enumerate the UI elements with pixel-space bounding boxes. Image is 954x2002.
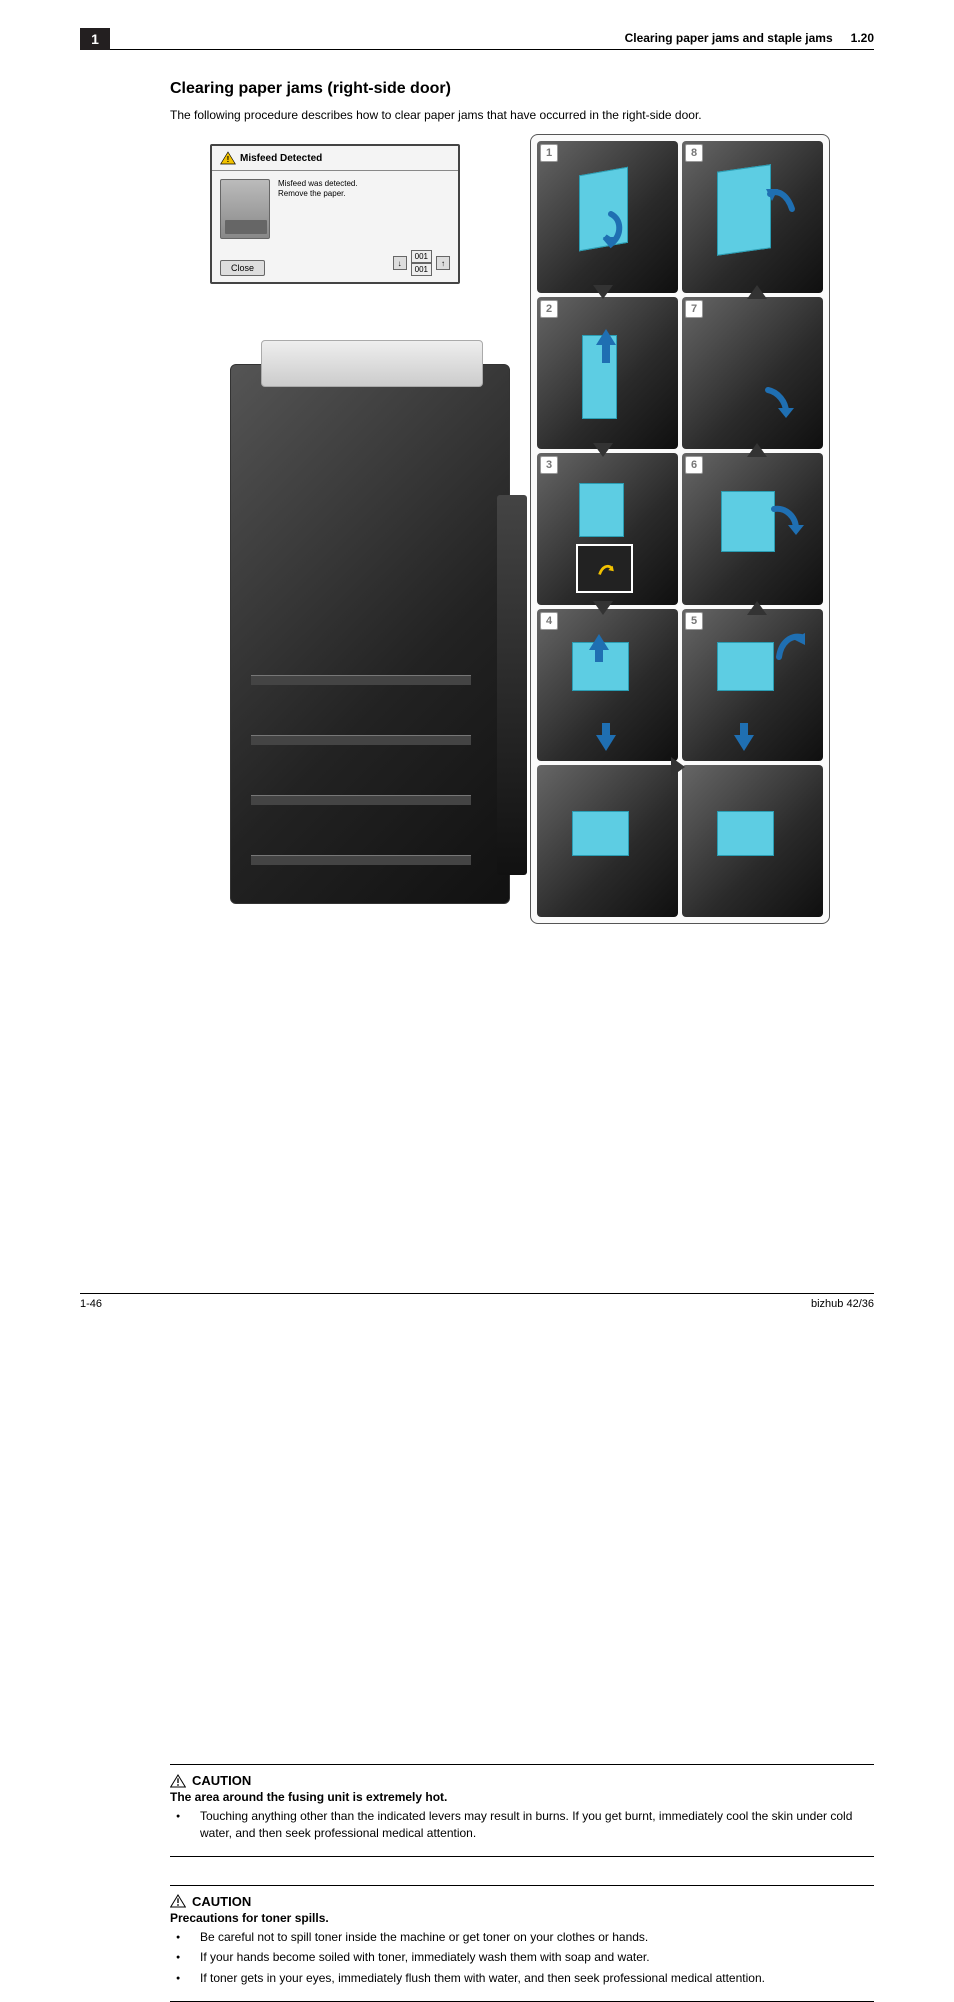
caution-label: CAUTION <box>192 1773 251 1788</box>
page-content: Clearing paper jams (right-side door) Th… <box>170 80 874 2002</box>
step-1: 1 <box>537 141 678 293</box>
step-4: 4 <box>537 609 678 761</box>
step-5: 5 <box>682 609 823 761</box>
footer-page-number: 1-46 <box>80 1298 102 1310</box>
caution-heading: CAUTION <box>170 1773 874 1788</box>
highlight-panel <box>717 642 773 691</box>
step-3: 3 <box>537 453 678 605</box>
direction-arrow-icon <box>579 632 619 672</box>
direction-arrow-icon <box>586 713 626 753</box>
misfeed-screen: ! Misfeed Detected Misfeed was detected.… <box>210 144 460 284</box>
steps-panel: 1 8 2 7 <box>530 134 830 924</box>
printer-illustration <box>230 364 510 904</box>
flow-arrow-icon <box>671 757 685 777</box>
direction-arrow-icon <box>586 327 626 367</box>
chapter-tab: 1 <box>80 28 110 50</box>
lever-arrow-icon <box>594 558 616 580</box>
direction-arrow-icon <box>766 499 806 539</box>
close-button[interactable]: Close <box>220 260 265 276</box>
caution-subhead: The area around the fusing unit is extre… <box>170 1790 874 1804</box>
caution-list: Be careful not to spill toner inside the… <box>170 1929 874 1987</box>
svg-text:!: ! <box>227 155 230 164</box>
step-number: 7 <box>685 300 703 318</box>
footer-product-name: bizhub 42/36 <box>811 1298 874 1310</box>
warning-icon: ! <box>220 151 236 165</box>
step-7: 7 <box>682 297 823 449</box>
caution-item: If toner gets in your eyes, immediately … <box>170 1970 874 1987</box>
direction-arrow-icon <box>769 627 809 667</box>
misfeed-screen-title-text: Misfeed Detected <box>240 153 322 164</box>
section-intro: The following procedure describes how to… <box>170 108 874 122</box>
direction-arrow-icon <box>758 382 798 422</box>
step-number: 4 <box>540 612 558 630</box>
section-heading: Clearing paper jams (right-side door) <box>170 80 874 98</box>
highlight-panel <box>572 811 628 857</box>
step-number: 5 <box>685 612 703 630</box>
paper-tray <box>251 675 471 685</box>
caution-block: CAUTION Precautions for toner spills. Be… <box>170 1885 874 2002</box>
misfeed-message: Misfeed was detected. Remove the paper. <box>278 179 358 239</box>
caution-list: Touching anything other than the indicat… <box>170 1808 874 1842</box>
step-number: 6 <box>685 456 703 474</box>
highlight-panel <box>717 811 773 857</box>
page-footer: 1-46 bizhub 42/36 <box>80 1293 874 1310</box>
flow-arrow-icon <box>747 601 767 615</box>
page-indicator-top: 001 <box>411 250 432 263</box>
direction-arrow-icon <box>762 179 802 219</box>
step-number: 1 <box>540 144 558 162</box>
paper-tray <box>251 855 471 865</box>
step-number: 8 <box>685 144 703 162</box>
direction-arrow-icon <box>724 713 764 753</box>
caution-item: Be careful not to spill toner inside the… <box>170 1929 874 1946</box>
step-number: 3 <box>540 456 558 474</box>
paper-tray <box>251 735 471 745</box>
flow-arrow-icon <box>593 285 613 299</box>
direction-arrow-icon <box>591 209 631 249</box>
misfeed-screen-title: ! Misfeed Detected <box>212 146 458 171</box>
caution-subhead: Precautions for toner spills. <box>170 1911 874 1925</box>
page-down-button[interactable]: ↓ <box>393 256 407 270</box>
caution-block: CAUTION The area around the fusing unit … <box>170 1764 874 1857</box>
page-header: Clearing paper jams and staple jams 1.20 <box>110 28 874 50</box>
caution-item: Touching anything other than the indicat… <box>170 1808 874 1842</box>
flow-arrow-icon <box>593 601 613 615</box>
caution-label: CAUTION <box>192 1894 251 1909</box>
step-number: 2 <box>540 300 558 318</box>
printer-thumbnail-icon <box>220 179 270 239</box>
warning-icon <box>170 1774 186 1788</box>
flow-arrow-icon <box>747 285 767 299</box>
misfeed-message-line2: Remove the paper. <box>278 189 358 199</box>
page-up-button[interactable]: ↑ <box>436 256 450 270</box>
caution-heading: CAUTION <box>170 1894 874 1909</box>
step-2: 2 <box>537 297 678 449</box>
misfeed-screen-body: Misfeed was detected. Remove the paper. <box>212 171 458 247</box>
step-5b <box>682 765 823 917</box>
flow-arrow-icon <box>747 443 767 457</box>
highlight-panel <box>579 483 624 536</box>
flow-arrow-icon <box>593 443 613 457</box>
page-indicator-bottom: 001 <box>411 263 432 276</box>
figure-area: ! Misfeed Detected Misfeed was detected.… <box>210 134 830 934</box>
step-4b <box>537 765 678 917</box>
misfeed-message-line1: Misfeed was detected. <box>278 179 358 189</box>
page-indicator-numbers: 001 001 <box>411 250 432 276</box>
header-title: Clearing paper jams and staple jams <box>625 31 833 45</box>
step-8: 8 <box>682 141 823 293</box>
page-indicator: ↓ 001 001 ↑ <box>393 250 450 276</box>
warning-icon <box>170 1894 186 1908</box>
step-6: 6 <box>682 453 823 605</box>
caution-item: If your hands become soiled with toner, … <box>170 1949 874 1966</box>
zoom-inset <box>576 544 632 593</box>
paper-tray <box>251 795 471 805</box>
header-section-number: 1.20 <box>851 31 874 45</box>
